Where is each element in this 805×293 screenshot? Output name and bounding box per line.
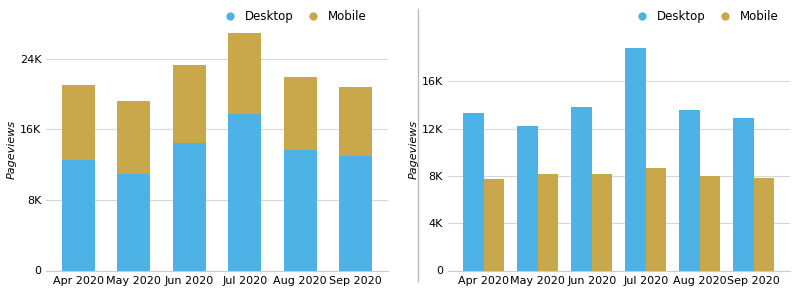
Y-axis label: Pageviews: Pageviews xyxy=(409,120,419,179)
Bar xyxy=(62,85,95,160)
Legend: Desktop, Mobile: Desktop, Mobile xyxy=(213,5,371,27)
Legend: Desktop, Mobile: Desktop, Mobile xyxy=(625,5,783,27)
Bar xyxy=(172,65,206,143)
Bar xyxy=(339,156,373,270)
Bar xyxy=(118,173,151,270)
Bar xyxy=(646,168,667,270)
Bar xyxy=(228,114,262,270)
Bar xyxy=(172,143,206,270)
Bar xyxy=(464,113,484,270)
Bar xyxy=(679,110,700,270)
Bar xyxy=(538,173,559,270)
Bar xyxy=(753,178,774,270)
Bar xyxy=(339,87,373,156)
Bar xyxy=(62,160,95,270)
Bar xyxy=(700,176,720,270)
Bar xyxy=(625,48,646,270)
Bar xyxy=(228,33,262,114)
Y-axis label: Pageviews: Pageviews xyxy=(7,120,17,179)
Bar xyxy=(572,107,592,270)
Bar xyxy=(733,118,753,270)
Bar xyxy=(283,77,317,150)
Bar xyxy=(283,150,317,270)
Bar xyxy=(518,126,538,270)
Bar xyxy=(592,173,613,270)
Bar xyxy=(118,101,151,173)
Bar xyxy=(484,179,505,270)
